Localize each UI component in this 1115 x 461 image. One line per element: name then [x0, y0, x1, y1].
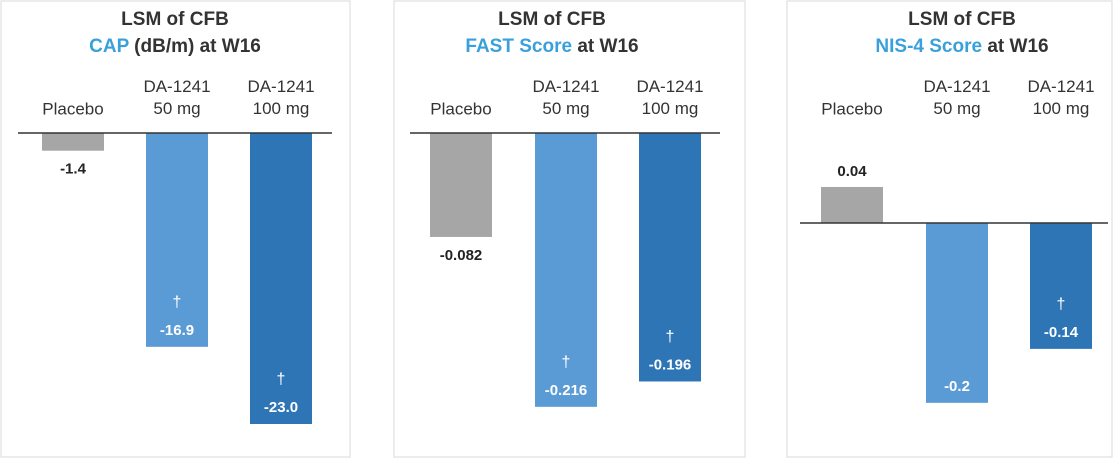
panel	[786, 0, 1113, 458]
bar	[535, 133, 597, 407]
subtitle-highlight: CAP	[89, 36, 129, 57]
category-label: DA-1241 100 mg	[636, 77, 703, 118]
value-label: -0.14	[1044, 324, 1079, 341]
annotation: †	[1057, 296, 1066, 313]
value-label: -16.9	[160, 322, 194, 339]
subtitle-text: (dB/m) at W16	[129, 36, 261, 57]
chart-subtitle: CAP (dB/m) at W16	[89, 36, 261, 57]
subtitle-highlight: FAST Score	[465, 36, 572, 57]
category-label: Placebo	[42, 99, 103, 118]
subtitle-text: at W16	[572, 36, 639, 57]
category-label: DA-1241 100 mg	[247, 77, 314, 118]
panel	[0, 0, 351, 458]
bar	[926, 222, 988, 403]
annotation: †	[562, 354, 571, 371]
annotation: †	[666, 329, 675, 346]
category-label: DA-1241 50 mg	[143, 77, 210, 118]
chart-subtitle: FAST Score at W16	[465, 36, 638, 57]
bar	[430, 133, 492, 237]
value-label: -23.0	[264, 399, 298, 416]
panel	[393, 0, 746, 458]
annotation: †	[277, 371, 286, 388]
value-label: 0.04	[837, 163, 867, 180]
category-label: DA-1241 50 mg	[923, 77, 990, 118]
value-label: -0.082	[440, 247, 483, 264]
value-label: -1.4	[60, 161, 87, 178]
subtitle-highlight: NIS-4 Score	[875, 36, 982, 57]
bar	[250, 133, 312, 425]
category-label: DA-1241 50 mg	[532, 77, 599, 118]
value-label: -0.216	[545, 382, 588, 399]
annotation: †	[173, 294, 182, 311]
category-label: DA-1241 100 mg	[1027, 77, 1094, 118]
bar	[146, 133, 208, 347]
bar	[1030, 222, 1092, 349]
value-label: -0.2	[944, 378, 970, 395]
chart-title: LSM of CFB	[121, 9, 229, 30]
chart-title: LSM of CFB	[498, 9, 606, 30]
chart-title: LSM of CFB	[908, 9, 1016, 30]
chart-subtitle: NIS-4 Score at W16	[875, 36, 1048, 57]
bar	[42, 133, 104, 151]
bar	[821, 186, 883, 223]
category-label: Placebo	[821, 99, 882, 118]
category-label: Placebo	[430, 99, 491, 118]
value-label: -0.196	[649, 356, 692, 373]
subtitle-text: at W16	[982, 36, 1049, 57]
bar	[639, 133, 701, 382]
